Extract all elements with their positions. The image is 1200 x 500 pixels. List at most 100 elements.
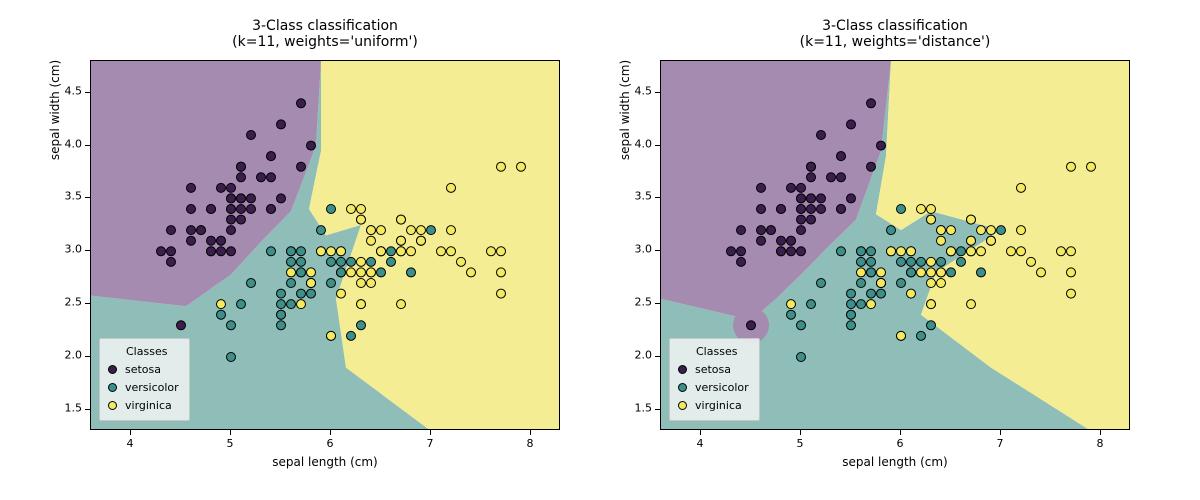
point-virginica — [327, 247, 336, 256]
point-setosa — [807, 194, 816, 203]
point-versicolor — [867, 289, 876, 298]
point-virginica — [867, 300, 876, 309]
subplot-left: 3-Class classification (k=11, weights='u… — [90, 60, 560, 430]
point-versicolor — [897, 279, 906, 288]
point-virginica — [407, 247, 416, 256]
xtick-label: 8 — [1097, 437, 1104, 450]
point-versicolor — [387, 247, 396, 256]
point-versicolor — [227, 321, 236, 330]
point-virginica — [937, 268, 946, 277]
point-virginica — [897, 331, 906, 340]
ytick-mark — [85, 250, 90, 251]
point-virginica — [967, 300, 976, 309]
point-virginica — [397, 300, 406, 309]
legend-title: Classes — [108, 345, 179, 358]
point-setosa — [797, 215, 806, 224]
point-virginica — [887, 247, 896, 256]
point-virginica — [1057, 247, 1066, 256]
point-setosa — [227, 215, 236, 224]
point-setosa — [757, 226, 766, 235]
xtick-label: 7 — [997, 437, 1004, 450]
point-virginica — [937, 236, 946, 245]
point-versicolor — [277, 300, 286, 309]
point-versicolor — [907, 268, 916, 277]
point-virginica — [497, 162, 506, 171]
point-versicolor — [337, 257, 346, 266]
figure: 3-Class classification (k=11, weights='u… — [0, 0, 1200, 500]
point-virginica — [447, 183, 456, 192]
point-virginica — [457, 257, 466, 266]
point-setosa — [797, 194, 806, 203]
legend-item: virginica — [108, 396, 179, 414]
legend-item: versicolor — [108, 378, 179, 396]
point-versicolor — [377, 268, 386, 277]
subplot-right: 3-Class classification (k=11, weights='d… — [660, 60, 1130, 430]
point-setosa — [217, 236, 226, 245]
point-setosa — [737, 247, 746, 256]
point-versicolor — [427, 226, 436, 235]
point-versicolor — [857, 279, 866, 288]
point-setosa — [777, 236, 786, 245]
point-virginica — [397, 236, 406, 245]
legend-marker-icon — [678, 365, 687, 374]
point-virginica — [1017, 183, 1026, 192]
point-virginica — [1067, 162, 1076, 171]
point-versicolor — [217, 310, 226, 319]
point-virginica — [357, 300, 366, 309]
point-setosa — [807, 162, 816, 171]
point-versicolor — [337, 268, 346, 277]
ytick-mark — [655, 197, 660, 198]
point-versicolor — [247, 279, 256, 288]
point-virginica — [397, 215, 406, 224]
point-versicolor — [287, 247, 296, 256]
ytick-mark — [85, 303, 90, 304]
xtick-label: 5 — [797, 437, 804, 450]
xtick-mark — [330, 430, 331, 435]
point-virginica — [307, 268, 316, 277]
point-virginica — [1067, 247, 1076, 256]
point-versicolor — [237, 300, 246, 309]
point-virginica — [1087, 162, 1096, 171]
ytick-mark — [655, 145, 660, 146]
point-versicolor — [317, 226, 326, 235]
point-virginica — [347, 268, 356, 277]
point-setosa — [207, 205, 216, 214]
point-virginica — [497, 268, 506, 277]
point-virginica — [327, 331, 336, 340]
point-setosa — [267, 205, 276, 214]
point-setosa — [807, 205, 816, 214]
point-setosa — [227, 183, 236, 192]
point-virginica — [917, 268, 926, 277]
xtick-mark — [1000, 430, 1001, 435]
point-setosa — [187, 183, 196, 192]
xtick-label: 7 — [427, 437, 434, 450]
point-versicolor — [947, 268, 956, 277]
point-virginica — [857, 268, 866, 277]
point-versicolor — [897, 257, 906, 266]
xtick-label: 4 — [127, 437, 134, 450]
ylabel: sepal width (cm) — [48, 0, 62, 295]
point-virginica — [927, 268, 936, 277]
point-setosa — [767, 226, 776, 235]
point-setosa — [247, 205, 256, 214]
point-virginica — [937, 226, 946, 235]
xtick-label: 6 — [897, 437, 904, 450]
ytick-mark — [85, 92, 90, 93]
point-setosa — [237, 162, 246, 171]
point-virginica — [927, 279, 936, 288]
point-versicolor — [787, 310, 796, 319]
point-setosa — [227, 194, 236, 203]
point-virginica — [357, 215, 366, 224]
point-setosa — [297, 99, 306, 108]
xtick-mark — [800, 430, 801, 435]
point-virginica — [497, 247, 506, 256]
point-versicolor — [407, 268, 416, 277]
xtick-mark — [1100, 430, 1101, 435]
point-setosa — [187, 236, 196, 245]
point-setosa — [267, 152, 276, 161]
point-versicolor — [327, 205, 336, 214]
point-versicolor — [387, 257, 396, 266]
point-virginica — [357, 205, 366, 214]
point-virginica — [977, 226, 986, 235]
point-virginica — [927, 215, 936, 224]
